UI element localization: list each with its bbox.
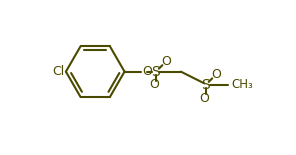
Text: O: O: [211, 68, 221, 81]
Text: O: O: [149, 78, 159, 91]
Text: O: O: [161, 55, 171, 68]
Text: S: S: [152, 65, 160, 79]
Text: CH₃: CH₃: [231, 78, 253, 91]
Text: Cl: Cl: [52, 65, 65, 78]
Text: O: O: [200, 91, 209, 104]
Text: S: S: [201, 78, 210, 92]
Text: O: O: [142, 65, 152, 78]
